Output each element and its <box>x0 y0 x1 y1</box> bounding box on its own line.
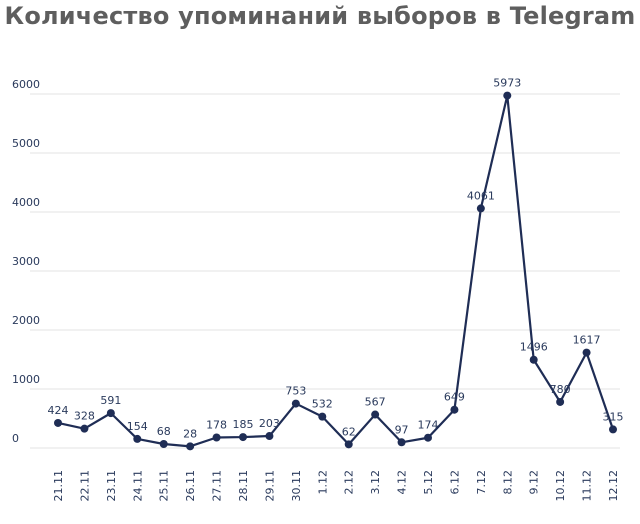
x-tick-label: 27.11 <box>211 470 224 502</box>
data-point <box>54 418 62 427</box>
data-label: 1617 <box>573 334 601 347</box>
data-point <box>239 433 247 442</box>
data-label: 97 <box>395 423 409 436</box>
data-label: 532 <box>312 398 333 411</box>
data-point <box>318 412 327 421</box>
data-label: 567 <box>365 396 386 409</box>
x-tick-label: 8.12 <box>501 470 514 495</box>
data-point <box>106 409 115 418</box>
y-tick-label: 1000 <box>12 373 40 386</box>
data-label: 315 <box>603 410 624 423</box>
data-label: 203 <box>259 417 280 430</box>
data-label: 178 <box>206 418 227 431</box>
x-tick-label: 21.11 <box>52 470 65 502</box>
gridlines <box>30 93 620 449</box>
x-tick-label: 26.11 <box>184 470 197 502</box>
data-label: 1496 <box>520 341 548 354</box>
data-point <box>80 424 89 433</box>
data-label: 4061 <box>467 189 495 202</box>
y-tick-label: 6000 <box>12 78 40 91</box>
data-point <box>609 425 617 434</box>
data-label: 649 <box>444 391 465 404</box>
data-label: 28 <box>183 427 197 440</box>
data-point <box>397 438 406 447</box>
data-label: 62 <box>342 425 356 438</box>
x-tick-label: 29.11 <box>263 470 276 502</box>
x-tick-label: 25.11 <box>158 470 171 502</box>
x-tick-label: 2.12 <box>343 470 356 495</box>
x-axis-ticks: 21.11 22.11 23.11 24.11 25.11 26.11 27.11 28.11… <box>52 470 620 502</box>
y-tick-label: 0 <box>12 432 19 445</box>
data-point <box>371 410 380 419</box>
y-tick-label: 4000 <box>12 196 40 209</box>
data-labels: 424 328 591 154 68 28 178 185 203 753 532 62 567 97 17… <box>48 77 624 441</box>
data-label: 154 <box>127 420 148 433</box>
data-point <box>582 348 591 357</box>
series-line <box>57 94 615 448</box>
x-tick-label: 24.11 <box>131 470 144 502</box>
data-point <box>159 439 168 448</box>
data-point <box>503 91 512 100</box>
x-tick-label: 22.11 <box>78 470 91 502</box>
y-tick-label: 5000 <box>12 137 40 150</box>
x-tick-label: 30.11 <box>290 470 303 502</box>
data-point <box>450 405 459 414</box>
data-label: 328 <box>74 410 95 423</box>
y-axis-ticks: 0 1000 2000 3000 4000 5000 6000 <box>12 78 40 445</box>
x-tick-label: 3.12 <box>369 470 382 495</box>
series-line-layer <box>57 94 615 448</box>
x-tick-label: 10.12 <box>554 470 567 502</box>
data-point <box>291 399 300 408</box>
y-tick-label: 2000 <box>12 314 40 327</box>
y-tick-label: 3000 <box>12 255 40 268</box>
data-point <box>133 434 142 443</box>
data-point <box>529 355 538 364</box>
data-label: 780 <box>550 383 571 396</box>
x-tick-label: 7.12 <box>475 470 488 495</box>
data-label: 591 <box>100 394 121 407</box>
data-point <box>212 433 221 442</box>
x-tick-label: 28.11 <box>237 470 250 502</box>
data-label: 68 <box>157 425 171 438</box>
data-point <box>344 440 353 449</box>
data-point <box>476 204 485 213</box>
x-tick-label: 1.12 <box>316 470 329 495</box>
data-points <box>54 91 617 451</box>
x-tick-label: 4.12 <box>396 470 409 495</box>
data-point <box>265 432 274 441</box>
data-label: 174 <box>418 419 439 432</box>
x-tick-label: 6.12 <box>448 470 461 495</box>
data-point <box>556 397 565 406</box>
data-label: 5973 <box>493 77 521 90</box>
data-label: 185 <box>233 418 254 431</box>
x-tick-label: 11.12 <box>581 470 594 502</box>
x-tick-label: 12.12 <box>607 470 620 502</box>
data-point <box>186 442 195 451</box>
x-tick-label: 5.12 <box>422 470 435 495</box>
data-label: 753 <box>285 385 306 398</box>
chart-title: Количество упоминаний выборов в Telegram <box>4 2 636 30</box>
x-tick-label: 9.12 <box>528 470 541 495</box>
data-point <box>424 433 432 442</box>
data-label: 424 <box>48 404 69 417</box>
x-tick-label: 23.11 <box>105 470 118 502</box>
